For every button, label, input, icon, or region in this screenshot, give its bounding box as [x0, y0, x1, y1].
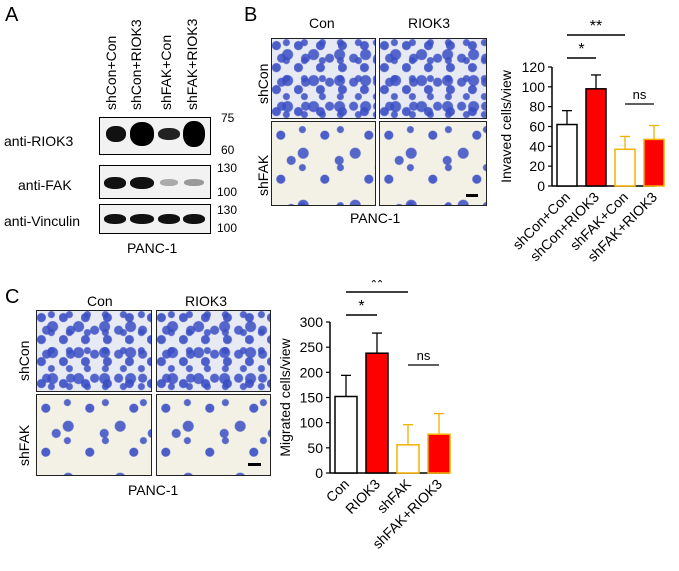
y-tick-label: 40	[529, 138, 545, 154]
lane-label: shCon+Con	[103, 35, 119, 110]
band	[183, 121, 205, 147]
column-label: Con	[87, 293, 113, 309]
bar	[365, 352, 389, 474]
sig-label: ns	[633, 87, 647, 102]
micrograph-shcon-riok3	[379, 38, 487, 119]
scale-bar	[248, 463, 261, 466]
micrograph-shfak-riok3	[156, 394, 271, 476]
cell-line-label: PANC-1	[127, 240, 178, 256]
blot-riok3	[99, 117, 211, 155]
band	[183, 214, 205, 224]
row-label: shCon	[255, 63, 271, 104]
bar	[427, 433, 451, 474]
row-label: shCon	[16, 340, 32, 381]
row-label: shFAK	[16, 424, 32, 466]
panel-c-letter: C	[5, 286, 20, 308]
panel-a-letter: A	[5, 4, 19, 26]
mw-marker: 130	[217, 203, 238, 217]
bar	[556, 123, 578, 187]
band	[158, 214, 180, 224]
column-label: RIOK3	[185, 293, 228, 309]
lane-label: shFAK+RIOK3	[184, 18, 200, 110]
micrograph-shcon-con	[271, 38, 376, 119]
y-axis-label: Invaved cells/view	[498, 69, 514, 183]
cell-line-label: PANC-1	[350, 210, 401, 226]
band	[104, 177, 126, 189]
band	[158, 128, 180, 140]
mw-marker: 130	[217, 161, 238, 175]
micrograph-shfak-con	[271, 121, 376, 206]
bar	[585, 88, 607, 187]
bar	[643, 138, 665, 187]
y-tick-label: 50	[307, 440, 323, 456]
cell-line-label: PANC-1	[128, 482, 179, 498]
blot-label-fak: anti-FAK	[18, 177, 72, 193]
y-tick-label: 20	[529, 158, 545, 174]
panel-b-letter: B	[244, 4, 258, 26]
mw-marker: 100	[217, 185, 238, 199]
y-tick-label: 80	[529, 99, 545, 115]
bar	[396, 444, 420, 474]
sig-label: ns	[417, 348, 431, 363]
blot-label-vinculin: anti-Vinculin	[4, 213, 81, 229]
y-tick-label: 250	[300, 339, 324, 355]
lane-label: shFAK+Con	[158, 34, 174, 110]
y-axis-label: Migrated cells/view	[277, 337, 293, 456]
y-tick-label: 100	[300, 415, 324, 431]
bar	[614, 148, 636, 187]
micrograph-shfak-riok3	[379, 121, 487, 206]
scale-bar	[466, 194, 478, 197]
row-label: shFAK	[255, 154, 271, 196]
y-tick-label: 100	[522, 79, 546, 95]
sig-label: *	[358, 298, 364, 315]
x-tick-label: RIOK3	[342, 476, 383, 517]
column-label: Con	[309, 15, 335, 31]
band	[104, 214, 126, 224]
mw-marker: 75	[221, 111, 235, 125]
y-tick-label: 200	[300, 364, 324, 380]
y-tick-label: 120	[522, 59, 546, 75]
micrograph-shcon-con	[36, 310, 152, 392]
y-tick-label: 60	[529, 119, 545, 135]
bar	[334, 395, 358, 474]
sig-label: *	[578, 41, 584, 58]
blot-vinculin	[99, 204, 211, 234]
mw-marker: 60	[221, 143, 235, 157]
column-label: RIOK3	[408, 15, 451, 31]
band	[130, 122, 154, 146]
band	[130, 177, 154, 189]
y-tick-label: 0	[537, 178, 545, 194]
blot-fak	[99, 165, 211, 199]
micrograph-shcon-riok3	[156, 310, 271, 392]
band	[184, 179, 204, 186]
sig-label: **	[371, 280, 383, 292]
mw-marker: 100	[217, 221, 238, 235]
y-tick-label: 150	[300, 390, 324, 406]
sig-label: **	[590, 18, 602, 35]
band	[130, 214, 154, 224]
lane-label: shCon+RIOK3	[128, 19, 144, 110]
y-tick-label: 300	[300, 314, 324, 330]
band	[106, 126, 126, 142]
y-tick-label: 0	[315, 465, 323, 481]
micrograph-shfak-con	[36, 394, 152, 476]
blot-label-riok3: anti-RIOK3	[4, 133, 74, 149]
band	[160, 179, 178, 186]
